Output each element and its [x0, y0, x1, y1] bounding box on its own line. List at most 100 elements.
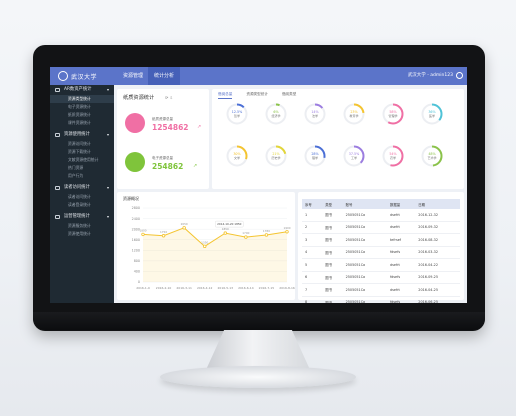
data-point	[141, 232, 145, 237]
table-cell: 2016-04-22	[415, 258, 460, 272]
data-label: 1350	[201, 240, 208, 244]
ring-label: 教育学	[349, 114, 359, 118]
sidebar-item[interactable]: 电子资源统计	[68, 104, 91, 109]
tab-borrow-type[interactable]: 借阅类型	[281, 92, 297, 96]
sidebar-item[interactable]: 用户行为	[68, 173, 84, 178]
y-tick-label: 400	[134, 270, 140, 274]
y-tick-label: 1600	[132, 238, 140, 242]
rings-card: 借阅总量 资源类型统计 借阅类型 12.5% 哲学 6% 经济学 14% 法学 23% 教育学…	[212, 89, 464, 189]
stat-value: 254862	[152, 162, 184, 171]
trend-up-icon: ↗	[193, 163, 198, 169]
logo-text: 武汉大学	[71, 73, 98, 81]
chevron-down-icon: ▾	[106, 214, 109, 219]
ring-gauge	[226, 103, 248, 125]
sidebar-item[interactable]: 读者登录统计	[68, 202, 91, 207]
ring-percent: 6%	[273, 110, 279, 114]
monitor-stand	[205, 330, 311, 372]
table-row[interactable]: 2 图书 2505051Ca dsefrt 2016-09-32	[302, 221, 460, 234]
sidebar-item[interactable]: 热门资源	[68, 165, 84, 170]
column-header[interactable]: 类型	[322, 199, 343, 209]
table-row[interactable]: 7 图书 2505051Ca dsefrt 2016-04-25	[302, 283, 460, 297]
x-tick-label: 2016-5-13	[218, 286, 234, 290]
table-cell: 2505051Ca	[342, 209, 387, 222]
column-header[interactable]: 日期	[415, 199, 460, 209]
sidebar-group-label: AR数资产统计	[64, 87, 92, 92]
table-header-row: 序号 类型 账号 数据量 日期	[302, 199, 460, 209]
ring-chart: 21% 历史学	[265, 145, 287, 167]
ring-percent: 12.5%	[231, 110, 243, 114]
top-nav-bar: 武汉大学 资源管理 统计分析 武汉大学 - admin123	[50, 67, 467, 85]
data-point	[264, 233, 269, 237]
table-cell: 图书	[322, 246, 343, 259]
column-header[interactable]: 序号	[302, 199, 323, 209]
table-cell: 图书	[322, 271, 343, 284]
y-tick-label: 2000	[132, 227, 140, 231]
chart-title: 资源概况	[123, 196, 139, 201]
ring-percent: 54%	[389, 152, 397, 156]
ring-percent: 58%	[389, 110, 397, 114]
card-tools-icon[interactable]: ⟳ ⇩	[165, 95, 173, 100]
table-row[interactable]: 3 图书 2505051Ca tefrsef 2016-08-32	[302, 233, 460, 247]
column-header[interactable]: 数据量	[386, 199, 416, 209]
ring-gauge	[265, 103, 287, 125]
y-tick-label: 0	[138, 280, 140, 284]
sidebar-item[interactable]: 课件资源统计	[68, 120, 91, 125]
tab-resource-type[interactable]: 资源类型统计	[246, 92, 268, 96]
stat-paper-total: 纸质资源总量 1254862 ↗	[125, 113, 209, 139]
table-row[interactable]: 8 图书 2505051Ca fdsefs 2016-06-25	[302, 296, 460, 303]
ring-gauge	[343, 145, 365, 167]
sidebar-group[interactable]: 读者访问统计 ▾	[50, 183, 114, 193]
sidebar-item[interactable]: 资源使用统计	[68, 231, 91, 236]
stat-value: 1254862	[152, 123, 189, 132]
main-content: 纸质资源统计 ⟳ ⇩ 纸质资源总量 1254862 ↗ 电子资源总量 25486…	[114, 85, 467, 303]
stats-card: 纸质资源统计 ⟳ ⇩ 纸质资源总量 1254862 ↗ 电子资源总量 25486…	[117, 89, 209, 189]
x-tick-label: 2016-4-12	[197, 286, 213, 290]
ring-percent: 30%	[233, 152, 241, 156]
chevron-down-icon: ▾	[106, 87, 109, 92]
sidebar-group[interactable]: AR数资产统计 ▾	[50, 85, 114, 95]
data-point	[203, 244, 207, 249]
table-row[interactable]: 6 图书 2505051Ca fdsefs 2016-09-25	[302, 271, 460, 284]
table-cell: dsefrt	[386, 209, 416, 222]
table-row[interactable]: 5 图书 2505051Ca dsefrt 2016-04-22	[302, 258, 460, 272]
column-header[interactable]: 账号	[342, 199, 387, 209]
sidebar-item[interactable]: 读者访问统计	[68, 194, 91, 199]
sidebar-group-label: 运营管理统计	[64, 214, 90, 219]
area-fill	[143, 227, 287, 282]
sidebar-item[interactable]: 资源下载统计	[68, 149, 91, 154]
tab-statistics[interactable]: 统计分析	[148, 67, 181, 85]
tab-resource-management[interactable]: 资源管理	[123, 73, 144, 79]
table-cell: 图书	[322, 233, 343, 247]
ring-percent: 48%	[428, 152, 436, 156]
sidebar-item[interactable]: 纸质资源统计	[68, 112, 91, 117]
tab-borrow-total[interactable]: 借阅总量	[218, 91, 233, 99]
sidebar-item[interactable]: 资源类型统计	[50, 95, 114, 103]
ring-gauge	[421, 145, 443, 167]
ring-label: 哲学	[233, 114, 240, 118]
table-row[interactable]: 1 图书 2505051Ca dsefrt 2016-12-32	[302, 209, 460, 222]
table-cell: 2016-12-32	[415, 209, 460, 222]
trend-up-icon: ↗	[197, 124, 202, 130]
stat-label: 纸质资源总量	[152, 117, 173, 121]
group-icon	[55, 186, 60, 190]
table-row[interactable]: 4 图书 2505051Ca fdsefs 2016-03-32	[302, 246, 460, 259]
sidebar-item[interactable]: 文献资源使用统计	[68, 157, 99, 162]
stats-card-title: 纸质资源统计	[123, 95, 155, 101]
power-icon[interactable]	[456, 72, 463, 79]
sidebar-group[interactable]: 资源使用统计 ▾	[50, 130, 114, 140]
ring-percent: 21%	[272, 152, 280, 156]
table-cell: fdsefs	[386, 271, 416, 284]
table-cell: 2016-09-25	[415, 271, 460, 284]
table-cell: 2	[302, 221, 323, 234]
y-tick-label: 800	[134, 259, 140, 263]
x-tick-label: 2016-1-9	[136, 286, 150, 290]
table-cell: 图书	[322, 296, 343, 303]
sidebar-item[interactable]: 资源访问统计	[68, 141, 91, 146]
user-info[interactable]: 武汉大学 - admin123	[407, 73, 453, 78]
table-cell: 7	[302, 283, 323, 297]
university-logo[interactable]: 武汉大学	[58, 70, 97, 82]
sidebar-item[interactable]: 资源服务统计	[68, 223, 91, 228]
sidebar-group[interactable]: 运营管理统计 ▾	[50, 212, 114, 222]
ring-label: 管理学	[388, 114, 398, 118]
table-cell: 2016-08-32	[415, 233, 460, 247]
